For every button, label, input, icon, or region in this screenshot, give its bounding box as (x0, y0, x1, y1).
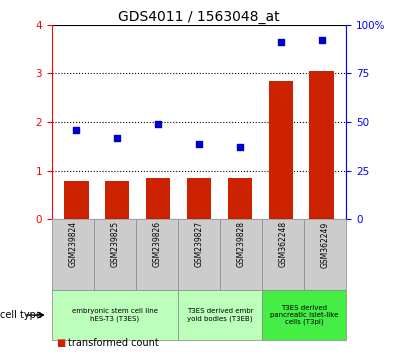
Text: GSM239826: GSM239826 (152, 221, 162, 267)
Text: GSM362249: GSM362249 (321, 221, 330, 268)
Bar (105, 181, 129, 219)
Point (237, 144, 243, 150)
Bar (269, 81, 293, 219)
Text: ■: ■ (56, 338, 65, 348)
Bar (310, 71, 334, 219)
Text: T3ES derived
pancreatic islet-like
cells (T3pi): T3ES derived pancreatic islet-like cells… (270, 305, 338, 325)
Text: GSM239824: GSM239824 (68, 221, 77, 267)
Point (114, 135, 120, 141)
Text: embryonic stem cell line
hES-T3 (T3ES): embryonic stem cell line hES-T3 (T3ES) (72, 308, 158, 322)
Text: GSM239828: GSM239828 (236, 221, 246, 267)
Bar (228, 178, 252, 219)
Point (318, 38, 325, 43)
Point (196, 141, 202, 146)
Title: GDS4011 / 1563048_at: GDS4011 / 1563048_at (118, 10, 280, 24)
Text: T3ES derived embr
yoid bodies (T3EB): T3ES derived embr yoid bodies (T3EB) (187, 308, 253, 322)
Text: GSM239825: GSM239825 (110, 221, 119, 267)
Point (278, 40, 284, 45)
Text: transformed count: transformed count (68, 338, 158, 348)
Text: GSM362248: GSM362248 (279, 221, 288, 267)
Bar (146, 178, 170, 219)
Text: cell type: cell type (0, 310, 42, 320)
Text: GSM239827: GSM239827 (195, 221, 203, 267)
Bar (64, 181, 89, 219)
Point (155, 121, 161, 127)
Point (73, 127, 80, 133)
Bar (187, 178, 211, 219)
